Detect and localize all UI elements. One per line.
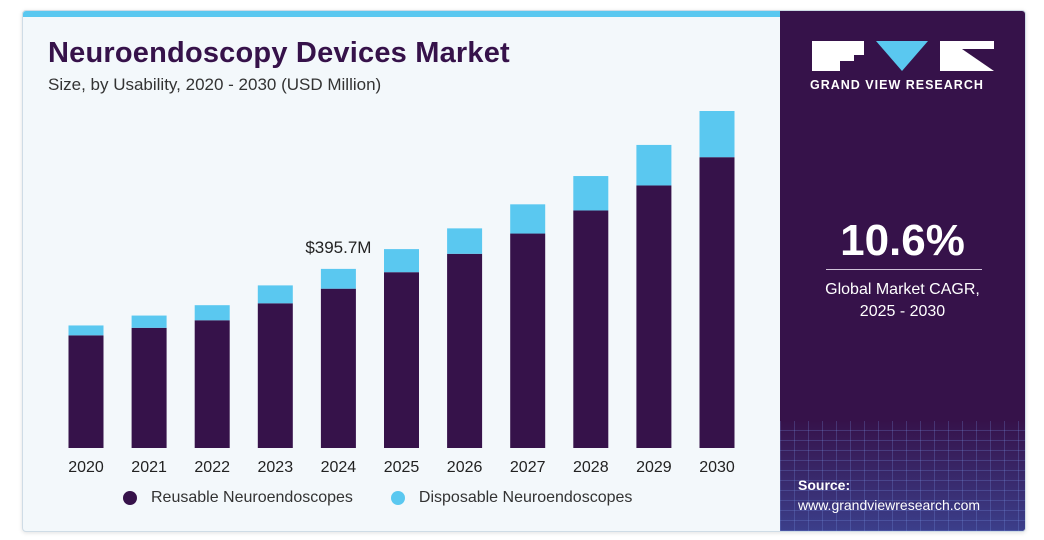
legend-swatch-reusable [123,491,137,505]
chart-legend: Reusable Neuroendoscopes Disposable Neur… [123,489,632,507]
bar-disposable-neuroendoscopes-2029 [636,144,672,186]
cagr-label: Global Market CAGR, 2025 - 2030 [780,279,1025,323]
bar-disposable-neuroendoscopes-2020 [68,325,104,336]
bar-reusable-neuroendoscopes-2029 [636,185,672,449]
chart-title: Neuroendoscopy Devices Market [48,37,510,69]
x-tick-label-2027: 2027 [510,459,546,476]
accent-top-bar [23,11,780,17]
source-note: Source: www.grandviewresearch.com [798,475,980,515]
legend-item-disposable: Disposable Neuroendoscopes [390,489,633,507]
legend-label-disposable: Disposable Neuroendoscopes [418,489,633,506]
x-tick-label-2020: 2020 [68,459,104,476]
cagr-label-line1: Global Market CAGR, [825,281,980,298]
legend-item-reusable: Reusable Neuroendoscopes [123,489,353,507]
bar-disposable-neuroendoscopes-2021 [131,315,167,328]
x-tick-label-2025: 2025 [384,459,420,476]
bar-reusable-neuroendoscopes-2023 [257,303,293,448]
bar-disposable-neuroendoscopes-2028 [573,176,609,211]
brand-name: GRAND VIEW RESEARCH [810,78,984,92]
bar-reusable-neuroendoscopes-2020 [68,335,104,448]
source-label: Source: [798,477,851,493]
bar-disposable-neuroendoscopes-2023 [257,285,293,304]
bar-reusable-neuroendoscopes-2030 [699,157,735,448]
legend-label-reusable: Reusable Neuroendoscopes [151,489,353,506]
x-tick-label-2030: 2030 [699,459,735,476]
cagr-value: 10.6% [840,216,965,265]
bar-reusable-neuroendoscopes-2026 [447,253,483,448]
bar-disposable-neuroendoscopes-2025 [384,249,419,273]
bar-disposable-neuroendoscopes-2024 [320,268,356,289]
cagr-label-line2: 2025 - 2030 [859,303,946,320]
bar-disposable-neuroendoscopes-2030 [699,111,735,158]
grand-view-research-logo-icon [812,41,994,71]
x-tick-label-2029: 2029 [636,459,672,476]
x-tick-label-2021: 2021 [131,459,167,476]
data-label-2024: $395.7M [305,238,371,257]
bar-disposable-neuroendoscopes-2027 [510,204,546,234]
bar-disposable-neuroendoscopes-2022 [194,305,230,321]
source-url[interactable]: www.grandviewresearch.com [798,497,981,513]
bar-chart: 2020 2021 2022 2023 2024 2025 2026 2027 2028 2029… [68,111,735,476]
cagr-divider [826,269,982,270]
decorative-grid [780,421,1025,531]
x-tick-label-2028: 2028 [573,459,609,476]
bar-disposable-neuroendoscopes-2026 [447,228,483,254]
x-tick-label-2023: 2023 [258,459,294,476]
x-tick-label-2024: 2024 [321,459,357,476]
bar-reusable-neuroendoscopes-2025 [384,272,419,448]
bar-reusable-neuroendoscopes-2021 [131,327,167,448]
bar-reusable-neuroendoscopes-2022 [194,320,230,448]
side-panel: GRAND VIEW RESEARCH 10.6% Global Market … [780,11,1025,531]
infographic-card: Neuroendoscopy Devices Market Size, by U… [22,10,1026,532]
bar-reusable-neuroendoscopes-2024 [320,288,356,448]
chart-subtitle: Size, by Usability, 2020 - 2030 (USD Mil… [48,75,382,94]
legend-swatch-disposable [390,491,405,505]
x-tick-label-2022: 2022 [194,459,230,476]
bar-reusable-neuroendoscopes-2028 [573,210,609,448]
x-tick-label-2026: 2026 [447,459,483,476]
bar-reusable-neuroendoscopes-2027 [510,233,546,448]
